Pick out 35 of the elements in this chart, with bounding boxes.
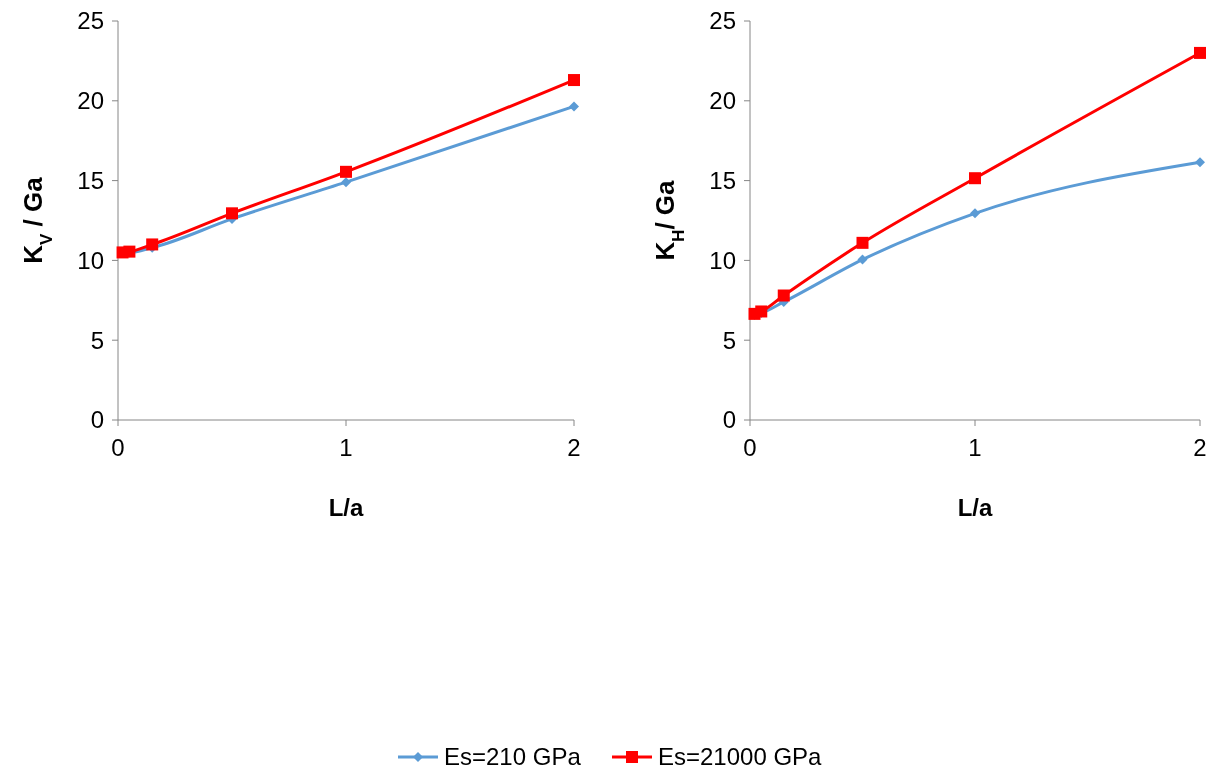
point xyxy=(970,208,980,219)
x-tick-label: 1 xyxy=(339,434,353,461)
x-tick-label: 0 xyxy=(111,434,125,461)
y-tick-label: 10 xyxy=(77,246,104,274)
y-tick-label: 0 xyxy=(90,406,104,434)
y-tick-label: 20 xyxy=(77,87,104,115)
x-axis-title: L/a xyxy=(328,494,364,521)
point xyxy=(857,254,868,265)
y-tick-label: 10 xyxy=(709,246,736,274)
x-axis-title: L/a xyxy=(957,494,993,521)
y-tick-label: 5 xyxy=(90,326,104,354)
y-tick-label: 15 xyxy=(709,167,736,194)
point xyxy=(569,101,579,112)
y-tick-label: 25 xyxy=(709,7,736,35)
legend-label: Es=21000 GPa xyxy=(658,743,823,771)
x-tick-label: 0 xyxy=(743,434,757,461)
point xyxy=(568,74,580,87)
y-tick-label: 25 xyxy=(77,7,104,35)
x-tick-label: 1 xyxy=(968,434,982,461)
point xyxy=(1194,46,1206,59)
point xyxy=(1195,157,1205,168)
point xyxy=(226,207,238,220)
point xyxy=(340,165,352,178)
point xyxy=(969,172,981,185)
point xyxy=(856,236,869,249)
point xyxy=(341,177,351,188)
x-tick-label: 2 xyxy=(567,434,581,461)
point xyxy=(777,289,790,302)
point xyxy=(146,238,159,251)
x-tick-label: 2 xyxy=(1193,434,1207,461)
y-tick-label: 5 xyxy=(722,326,736,354)
y-tick-label: 0 xyxy=(722,406,736,434)
legend-label: Es=210 GPa xyxy=(444,743,582,771)
y-tick-label: 15 xyxy=(77,167,104,194)
y-tick-label: 20 xyxy=(709,87,736,115)
